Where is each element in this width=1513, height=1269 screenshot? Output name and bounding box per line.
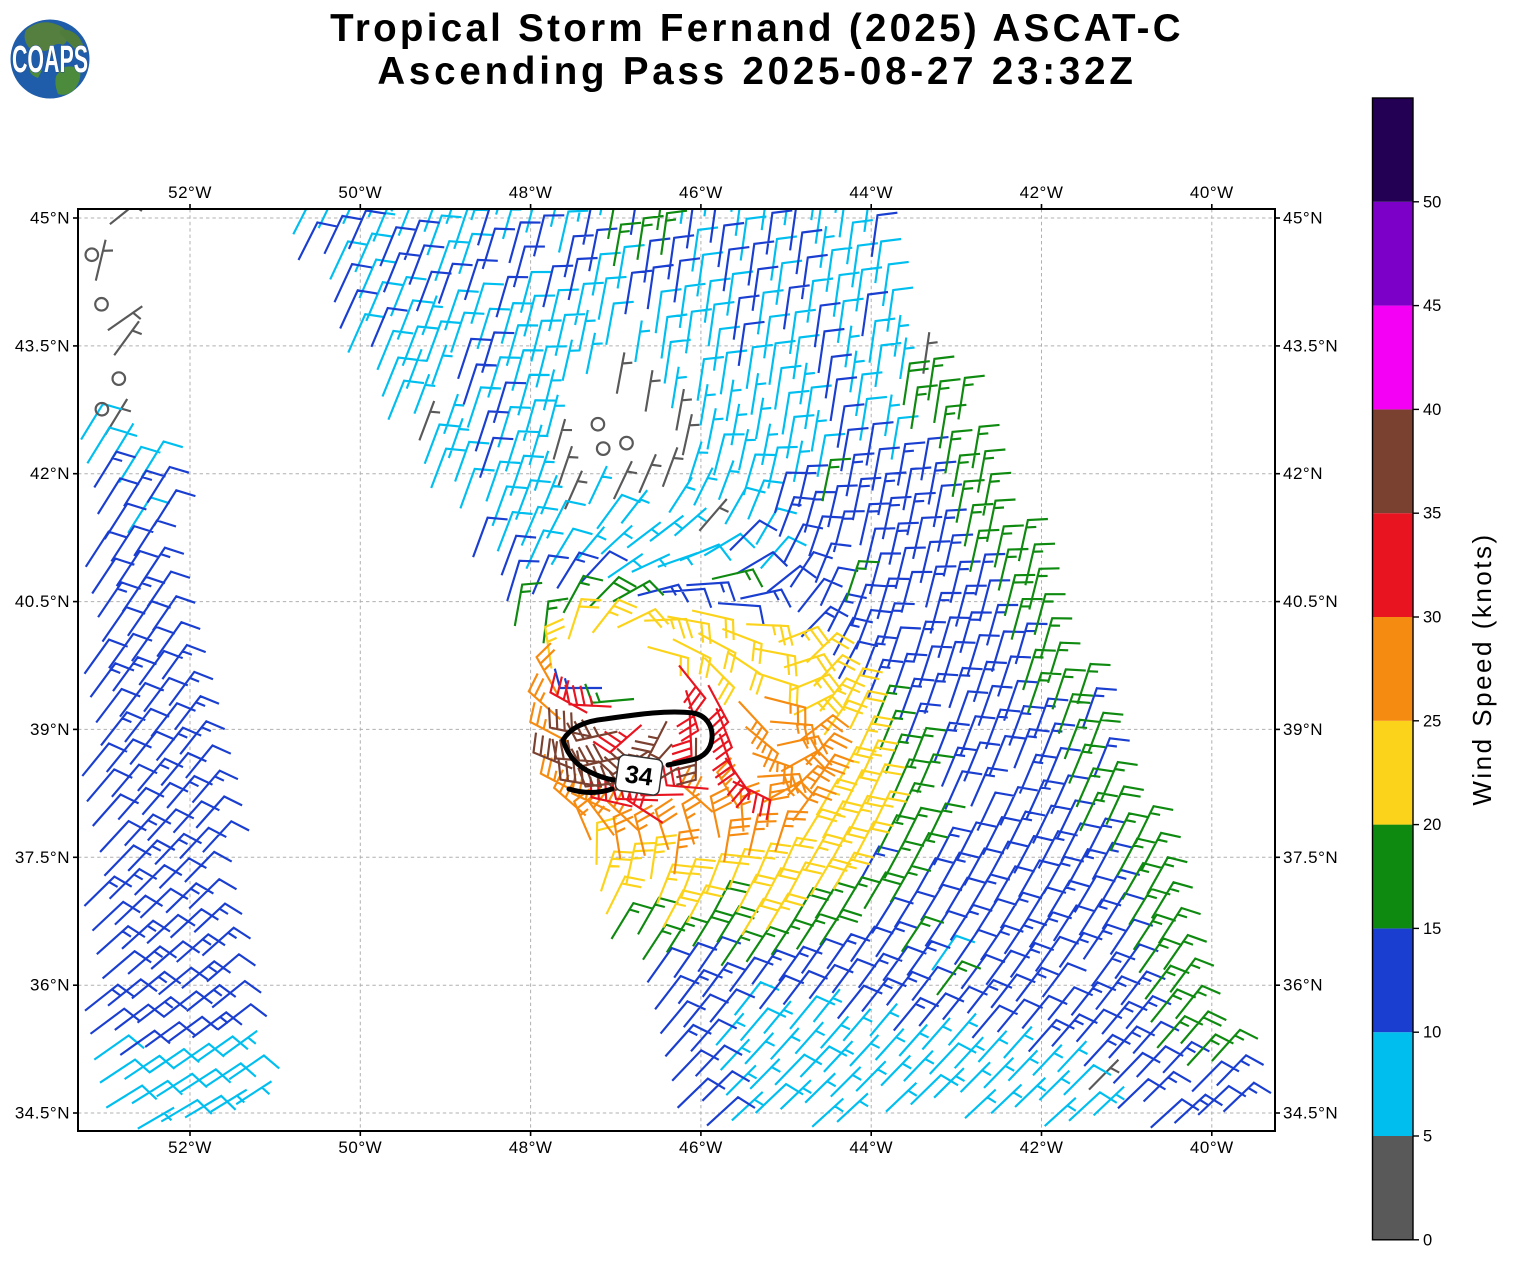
svg-text:50: 50 — [1423, 193, 1441, 211]
svg-text:40.5°N: 40.5°N — [1283, 592, 1338, 611]
svg-text:40°W: 40°W — [1190, 1138, 1234, 1157]
svg-text:Wind Speed (knots): Wind Speed (knots) — [1467, 532, 1497, 805]
svg-text:36°N: 36°N — [30, 976, 70, 995]
svg-text:40.5°N: 40.5°N — [15, 592, 70, 611]
svg-text:Ascending Pass 2025-08-27 23:3: Ascending Pass 2025-08-27 23:32Z — [377, 50, 1136, 93]
svg-text:44°W: 44°W — [849, 1138, 893, 1157]
svg-text:45°N: 45°N — [1283, 209, 1323, 228]
svg-text:5: 5 — [1423, 1128, 1432, 1146]
svg-text:0: 0 — [1423, 1231, 1432, 1249]
svg-text:50°W: 50°W — [338, 1138, 382, 1157]
svg-text:42°N: 42°N — [30, 464, 70, 483]
svg-text:40°W: 40°W — [1190, 183, 1234, 202]
svg-text:20: 20 — [1423, 816, 1441, 834]
svg-text:43.5°N: 43.5°N — [1283, 336, 1338, 355]
svg-text:45: 45 — [1423, 297, 1441, 315]
svg-text:34.5°N: 34.5°N — [15, 1104, 70, 1123]
svg-text:52°W: 52°W — [168, 1138, 212, 1157]
svg-text:39°N: 39°N — [30, 720, 70, 739]
svg-text:36°N: 36°N — [1283, 976, 1323, 995]
svg-text:15: 15 — [1423, 920, 1441, 938]
svg-text:52°W: 52°W — [168, 183, 212, 202]
svg-text:42°N: 42°N — [1283, 464, 1323, 483]
svg-text:25: 25 — [1423, 712, 1441, 730]
svg-text:46°W: 46°W — [679, 183, 723, 202]
svg-text:39°N: 39°N — [1283, 720, 1323, 739]
svg-text:COAPS: COAPS — [12, 39, 88, 81]
svg-text:34.5°N: 34.5°N — [1283, 1104, 1338, 1123]
svg-text:35: 35 — [1423, 505, 1441, 523]
svg-text:37.5°N: 37.5°N — [15, 848, 70, 867]
svg-text:44°W: 44°W — [849, 183, 893, 202]
svg-text:34: 34 — [623, 760, 655, 792]
svg-text:30: 30 — [1423, 609, 1441, 627]
svg-text:43.5°N: 43.5°N — [15, 336, 70, 355]
svg-text:40: 40 — [1423, 401, 1441, 419]
svg-text:37.5°N: 37.5°N — [1283, 848, 1338, 867]
svg-text:48°W: 48°W — [509, 1138, 553, 1157]
svg-text:Tropical Storm Fernand (2025): Tropical Storm Fernand (2025) ASCAT-C — [330, 7, 1184, 50]
svg-text:10: 10 — [1423, 1024, 1441, 1042]
svg-text:45°N: 45°N — [30, 209, 70, 228]
svg-text:42°W: 42°W — [1020, 1138, 1064, 1157]
svg-text:46°W: 46°W — [679, 1138, 723, 1157]
svg-text:50°W: 50°W — [338, 183, 382, 202]
svg-text:42°W: 42°W — [1020, 183, 1064, 202]
svg-text:48°W: 48°W — [509, 183, 553, 202]
